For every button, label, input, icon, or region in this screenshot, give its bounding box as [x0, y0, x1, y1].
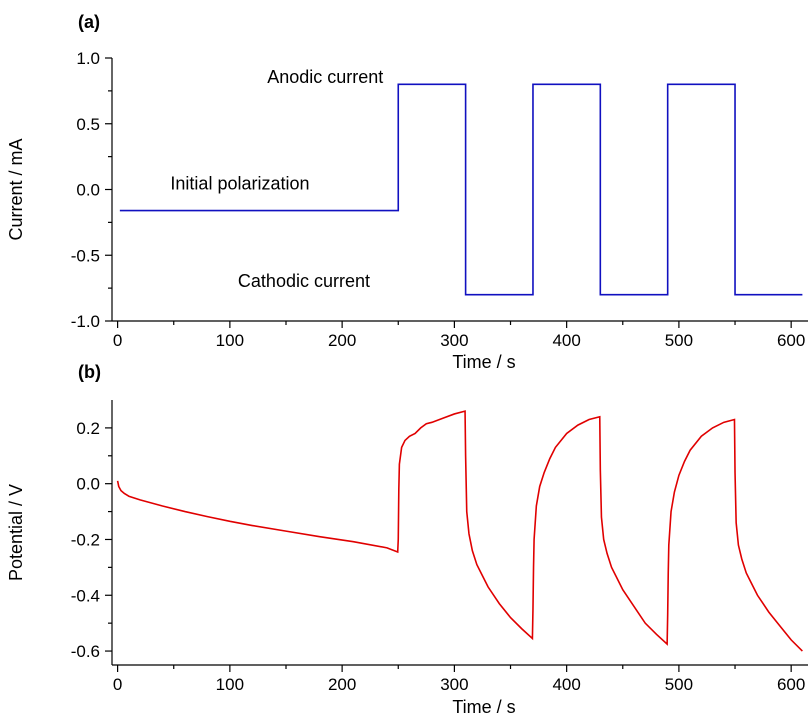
x-tick-label: 200 — [328, 331, 356, 350]
x-tick-label: 400 — [552, 331, 580, 350]
panel-label: (b) — [78, 362, 101, 382]
x-tick-label: 0 — [113, 675, 122, 694]
x-tick-label: 200 — [328, 675, 356, 694]
x-tick-label: 400 — [552, 675, 580, 694]
x-tick-label: 500 — [665, 675, 693, 694]
y-tick-label: 0.0 — [76, 475, 100, 494]
panel-b-potential-plot: (b) 0 100 200 300 400 500 600 -0.6 -0.4 -0.2 0.0 0.2… — [6, 362, 808, 717]
x-tick-label: 0 — [113, 331, 122, 350]
series-line — [119, 83, 803, 296]
panel-label: (a) — [78, 12, 100, 32]
x-tick-label: 500 — [665, 331, 693, 350]
x-tick-label: 600 — [777, 675, 805, 694]
y-tick-label: -0.2 — [71, 530, 100, 549]
y-tick-label: -1.0 — [71, 312, 100, 331]
y-tick-label: 0.5 — [76, 115, 100, 134]
annotation-label: Cathodic current — [238, 271, 370, 291]
x-tick-label: 300 — [440, 675, 468, 694]
panel-a-current-plot: (a) 0 100 200 300 400 500 600 -1.0 -0.5 0.0 0.5 1.0 T… — [6, 12, 808, 372]
y-tick-label: 0.0 — [76, 181, 100, 200]
series-line — [116, 410, 803, 652]
x-tick-label: 600 — [777, 331, 805, 350]
x-tick-label: 100 — [216, 331, 244, 350]
y-tick-label: -0.5 — [71, 246, 100, 265]
y-axis-title: Current / mA — [6, 138, 26, 240]
y-tick-label: -0.4 — [71, 586, 100, 605]
x-axis-title: Time / s — [452, 352, 515, 372]
y-tick-label: -0.6 — [71, 642, 100, 661]
x-tick-label: 300 — [440, 331, 468, 350]
y-tick-label: 1.0 — [76, 49, 100, 68]
y-tick-label: 0.2 — [76, 419, 100, 438]
x-tick-label: 100 — [216, 675, 244, 694]
annotation-label: Anodic current — [267, 67, 383, 87]
annotation-label: Initial polarization — [170, 174, 309, 194]
y-axis-title: Potential / V — [6, 484, 26, 581]
x-axis-title: Time / s — [452, 697, 515, 717]
